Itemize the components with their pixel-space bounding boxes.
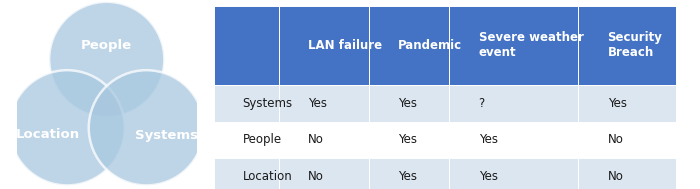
FancyBboxPatch shape [449,6,578,85]
FancyBboxPatch shape [578,6,676,85]
Circle shape [10,70,125,185]
Text: Yes: Yes [479,170,498,183]
Text: Yes: Yes [608,97,626,110]
FancyBboxPatch shape [449,85,578,122]
Text: Yes: Yes [398,133,417,146]
FancyBboxPatch shape [279,122,369,158]
FancyBboxPatch shape [214,85,279,122]
Text: Location: Location [15,129,79,142]
FancyBboxPatch shape [279,6,369,85]
FancyBboxPatch shape [279,158,369,189]
FancyBboxPatch shape [578,85,676,122]
Circle shape [49,2,164,117]
Text: No: No [309,170,324,183]
Text: Location: Location [243,170,293,183]
FancyBboxPatch shape [214,6,279,85]
Text: Security
Breach: Security Breach [608,31,662,59]
Text: Yes: Yes [398,170,417,183]
Text: ?: ? [479,97,485,110]
Text: LAN failure: LAN failure [309,39,382,52]
Text: Yes: Yes [479,133,498,146]
Text: Yes: Yes [398,97,417,110]
Text: People: People [81,39,132,51]
FancyBboxPatch shape [369,6,449,85]
FancyBboxPatch shape [279,85,369,122]
Text: No: No [608,170,624,183]
FancyBboxPatch shape [214,158,279,189]
Text: Yes: Yes [309,97,328,110]
Text: Systems: Systems [134,129,197,142]
FancyBboxPatch shape [214,122,279,158]
FancyBboxPatch shape [369,122,449,158]
Text: No: No [608,133,624,146]
Circle shape [89,70,204,185]
Text: No: No [309,133,324,146]
FancyBboxPatch shape [449,158,578,189]
FancyBboxPatch shape [369,158,449,189]
FancyBboxPatch shape [449,122,578,158]
FancyBboxPatch shape [578,158,676,189]
Text: Systems: Systems [243,97,293,110]
FancyBboxPatch shape [578,122,676,158]
Text: Pandemic: Pandemic [398,39,463,52]
Text: People: People [243,133,282,146]
Text: Severe weather
event: Severe weather event [479,31,584,59]
FancyBboxPatch shape [369,85,449,122]
